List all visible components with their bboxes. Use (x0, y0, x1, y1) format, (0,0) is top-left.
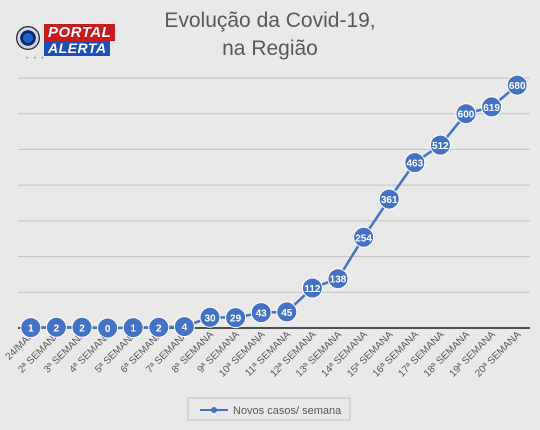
data-point (173, 316, 195, 338)
data-label: 1 (130, 324, 136, 335)
legend-marker-swatch (211, 407, 217, 413)
series-novos-casos: 1 2 2 0 1 2 4 30 29 43 45 112 138 254 361 463 512 600 619 6… (20, 74, 528, 339)
data-label: 254 (355, 233, 372, 244)
data-point (327, 268, 349, 290)
eye-logo-icon (16, 26, 40, 50)
series-line (30, 84, 519, 330)
data-label: 138 (330, 275, 347, 286)
data-point (404, 152, 426, 174)
data-point (199, 306, 221, 328)
data-label: 2 (79, 323, 85, 334)
legend-label: Novos casos/ semana (233, 405, 342, 417)
legend: Novos casos/ semana (187, 397, 351, 421)
data-label: 1 (28, 324, 34, 335)
data-label: 463 (406, 159, 423, 170)
data-point (481, 96, 503, 118)
legend-box (187, 397, 351, 421)
x-tick-label: 20ª SEMANA (473, 329, 523, 379)
data-label: 512 (432, 141, 449, 152)
data-label: 2 (54, 323, 60, 334)
data-label: 2 (156, 323, 162, 334)
data-point (378, 188, 400, 210)
data-point (97, 317, 119, 339)
data-point (20, 317, 42, 339)
data-point (225, 307, 247, 329)
data-point (45, 316, 67, 338)
logo-tagline: • • • (26, 56, 46, 62)
data-point (71, 316, 93, 338)
data-point (506, 74, 528, 96)
data-label: 619 (483, 103, 500, 114)
data-label: 600 (458, 110, 475, 121)
data-label: 361 (381, 195, 398, 206)
logo-word-portal: PORTAL (44, 24, 116, 41)
data-label: 45 (281, 308, 293, 319)
gridlines (18, 77, 530, 329)
data-label: 30 (204, 313, 216, 324)
logo-word-alerta: ALERTA (44, 41, 111, 56)
data-label: 29 (230, 314, 242, 325)
data-label: 680 (509, 81, 526, 92)
data-point (148, 316, 170, 338)
data-point (301, 277, 323, 299)
data-label: 4 (182, 323, 188, 334)
data-point (122, 317, 144, 339)
data-point (429, 134, 451, 156)
chart-title-line1: Evolução da Covid-19, (164, 9, 375, 32)
data-label: 0 (105, 324, 111, 335)
data-label: 43 (256, 309, 268, 320)
data-point (276, 301, 298, 323)
data-point (250, 302, 272, 324)
data-point (353, 226, 375, 248)
data-point (455, 103, 477, 125)
chart-title-line2: na Região (222, 37, 318, 60)
portal-alerta-logo: PORTAL ALERTA • • • (12, 22, 120, 62)
data-label: 112 (304, 284, 321, 295)
